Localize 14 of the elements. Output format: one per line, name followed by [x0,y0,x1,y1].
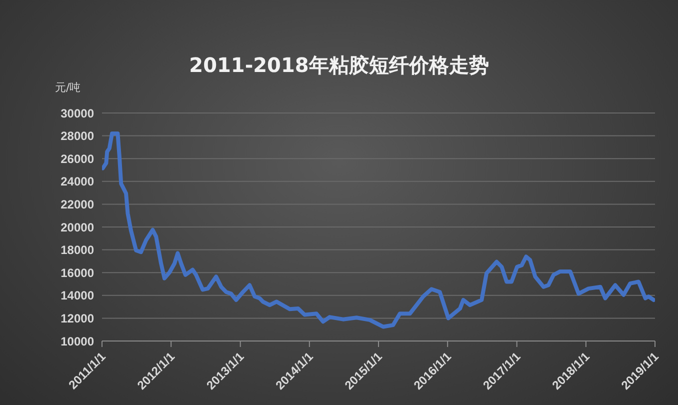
y-tick-label: 12000 [60,311,94,326]
y-tick-label: 30000 [60,106,94,120]
y-tick-label: 18000 [60,243,94,258]
y-tick-label: 28000 [60,129,94,144]
y-tick-label: 16000 [60,266,94,280]
y-tick-label: 24000 [60,174,94,189]
y-tick-label: 14000 [60,288,94,303]
y-tick-label: 22000 [60,197,94,212]
chart-title: 2011-2018年粘胶短纤价格走势 [188,52,490,79]
y-tick-label: 10000 [60,334,94,348]
line-series [102,132,655,329]
y-tick-label: 20000 [60,220,94,234]
y-axis-title: 元/吨 [55,80,81,95]
y-tick-label: 26000 [60,152,94,166]
